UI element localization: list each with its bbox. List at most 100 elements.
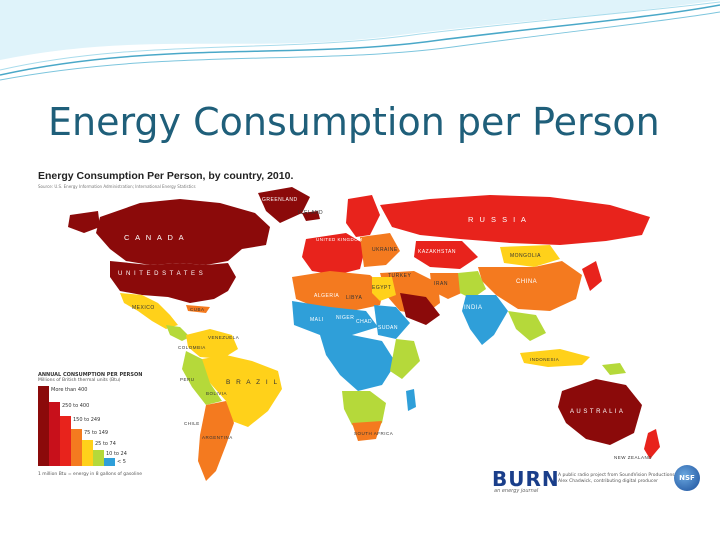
label-libya: LIBYA	[346, 295, 363, 301]
region-png	[602, 363, 626, 375]
map-title: Energy Consumption Per Person, by countr…	[38, 170, 294, 182]
label-mexico: MEXICO	[132, 305, 155, 311]
label-kazakhstan: KAZAKHSTAN	[418, 249, 456, 255]
label-sudan: SUDAN	[378, 325, 399, 331]
legend-label: 250 to 400	[62, 403, 90, 409]
label-united-kingdom: UNITED KINGDOM	[316, 237, 363, 242]
region-china	[478, 261, 582, 311]
region-mongolia	[500, 245, 560, 267]
region-peru-bolivia	[182, 351, 222, 405]
region-north-africa	[292, 271, 384, 311]
legend-label: 150 to 249	[73, 417, 101, 423]
credit-line-2: Alex Chadwick, contributing digital prod…	[558, 479, 658, 484]
label-mongolia: MONGOLIA	[510, 253, 541, 259]
label-argentina: ARGENTINA	[202, 435, 233, 440]
label-iceland: ICELAND	[298, 210, 324, 216]
legend-bar	[104, 458, 115, 466]
region-indonesia	[520, 349, 590, 367]
label-brazil: B R A Z I L	[226, 379, 280, 386]
map-legend: ANNUAL CONSUMPTION PER PERSON Millions o…	[38, 372, 188, 482]
region-east-africa	[390, 339, 420, 379]
region-alaska	[68, 211, 100, 233]
legend-bar	[38, 386, 49, 466]
credit-line-1: A public radio project from SoundVision …	[558, 473, 675, 478]
region-madagascar	[406, 389, 416, 411]
region-new-zealand	[644, 429, 660, 459]
label-mali: MALI	[310, 317, 324, 323]
region-brazil	[200, 355, 282, 427]
region-saudi-gulf	[400, 293, 440, 325]
region-iran	[430, 273, 466, 299]
label-venezuela: VENEZUELA	[208, 335, 240, 340]
label-colombia: COLOMBIA	[178, 345, 206, 350]
legend-title: ANNUAL CONSUMPTION PER PERSON	[38, 372, 143, 378]
credit-text: A public radio project from SoundVision …	[558, 473, 675, 485]
label-chile: CHILE	[184, 421, 200, 426]
region-greenland	[258, 187, 310, 223]
region-kazakhstan	[414, 241, 478, 269]
world-map	[68, 187, 660, 481]
burn-logo-text: BURN	[492, 467, 560, 491]
label-iran: IRAN	[434, 281, 448, 287]
label-ukraine: UKRAINE	[372, 247, 398, 253]
label-niger: NIGER	[336, 315, 355, 321]
region-central-africa	[320, 335, 396, 391]
region-colombia-venezuela	[186, 329, 238, 359]
region-usa	[110, 261, 236, 303]
label-china: CHINA	[516, 279, 538, 285]
label-greenland: GREENLAND	[262, 197, 298, 203]
label-australia: A U S T R A L I A	[570, 409, 624, 415]
label-india: INDIA	[464, 305, 483, 311]
label-algeria: ALGERIA	[314, 293, 340, 299]
legend-label: More than 400	[51, 387, 88, 393]
legend-bar	[93, 450, 104, 466]
region-india	[462, 295, 508, 345]
legend-subtitle: Millions of British thermal units (Btu)	[38, 378, 121, 383]
burn-logo: BURN	[492, 467, 560, 491]
header-wave	[0, 0, 720, 81]
label-canada: C A N A D A	[124, 233, 186, 242]
label-south-africa: SOUTH AFRICA	[354, 431, 394, 436]
label-indonesia: INDONESIA	[530, 357, 560, 362]
legend-bar	[60, 416, 71, 466]
region-canada	[96, 199, 270, 265]
region-australia	[558, 379, 642, 445]
region-scandinavia	[346, 195, 380, 237]
legend-label: < 5	[117, 459, 126, 465]
label-egypt: EGYPT	[372, 285, 392, 291]
label-united-states: U N I T E D S T A T E S	[118, 271, 204, 277]
region-east-europe	[360, 233, 400, 267]
map-source: Source: U.S. Energy Information Administ…	[38, 184, 196, 189]
label-bolivia: BOLIVIA	[206, 391, 228, 396]
nsf-logo: NSF	[674, 465, 700, 491]
region-argentina-chile	[198, 401, 234, 481]
region-se-asia	[508, 311, 546, 341]
region-central-america	[166, 325, 190, 341]
legend-bar	[49, 402, 60, 466]
legend-bar	[82, 440, 93, 466]
label-new-zealand: NEW ZEALAND	[614, 455, 653, 460]
legend-label: 10 to 24	[106, 451, 127, 457]
label-russia: R U S S I A	[468, 215, 528, 224]
label-peru: PERU	[180, 377, 195, 382]
region-south-africa	[352, 421, 382, 441]
label-cuba: CUBA	[190, 307, 205, 312]
region-mexico	[120, 293, 178, 329]
region-cuba	[186, 305, 210, 313]
region-sudan-east	[374, 305, 410, 339]
region-japan-korea	[582, 261, 602, 291]
label-chad: CHAD	[356, 319, 373, 325]
legend-bar	[71, 429, 82, 466]
legend-label: 25 to 74	[95, 441, 116, 447]
region-west-europe	[302, 233, 366, 275]
burn-tagline: an energy journal	[494, 488, 539, 494]
legend-label: 75 to 149	[84, 430, 109, 436]
region-russia	[380, 195, 650, 245]
region-sahel	[292, 301, 378, 335]
region-egypt	[372, 277, 396, 301]
region-pakistan-afghan	[458, 271, 486, 299]
slide-title: Energy Consumption per Person	[48, 100, 660, 144]
energy-map-figure: Energy Consumption Per Person, by countr…	[30, 165, 710, 500]
legend-note: 1 million Btu = energy in 8 gallons of g…	[38, 472, 143, 477]
region-iceland	[302, 211, 320, 221]
